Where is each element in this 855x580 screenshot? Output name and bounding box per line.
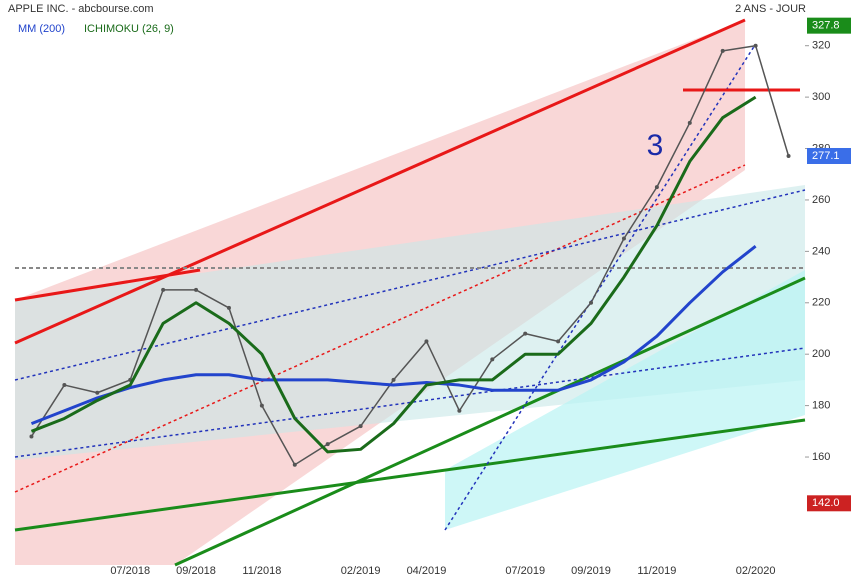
x-tick-label: 04/2019 (407, 565, 447, 577)
price-point (161, 287, 166, 292)
price-point (786, 153, 791, 158)
trend-line (14, 418, 806, 532)
price-point (753, 43, 758, 48)
y-tick-label: 200 (812, 348, 830, 360)
price-point (226, 305, 231, 310)
y-tick-label: 220 (812, 297, 830, 309)
price-point (556, 339, 561, 344)
series-line (30, 95, 757, 454)
price-point (325, 442, 330, 447)
x-tick-label: 11/2018 (242, 565, 281, 577)
price-point (29, 434, 34, 439)
price-point (589, 300, 594, 305)
price-point (95, 390, 100, 395)
y-tick-label: 300 (812, 91, 830, 103)
price-point (720, 48, 725, 53)
trend-line (174, 276, 806, 567)
price-point (358, 424, 363, 429)
y-tick-label: 260 (812, 194, 830, 206)
trend-line (14, 268, 201, 302)
level-label: 327.8 (812, 20, 840, 32)
price-point (259, 403, 264, 408)
price-point (62, 383, 67, 388)
level-badge (807, 147, 851, 164)
y-tick-label: 240 (812, 245, 830, 257)
y-tick-label: 320 (812, 40, 830, 52)
series-line (30, 245, 757, 426)
cyan-channel (445, 270, 805, 530)
legend-entry: ICHIMOKU (26, 9) (84, 23, 174, 35)
annotation: 3 (647, 129, 664, 162)
level-label: 142.0 (812, 497, 840, 509)
price-point (523, 331, 528, 336)
price-point (654, 185, 659, 190)
level-badge (807, 495, 851, 512)
level-badge (807, 17, 851, 34)
x-tick-label: 02/2019 (341, 565, 381, 577)
price-point (457, 408, 462, 413)
price-point (490, 357, 495, 362)
price-point (621, 236, 626, 241)
price-line (30, 44, 790, 466)
level-label: 277.1 (812, 150, 840, 162)
price-point (292, 462, 297, 467)
trend-line (14, 164, 746, 493)
price-point (687, 120, 692, 125)
chart-title: APPLE INC. - abcbourse.com (8, 3, 154, 15)
price-point (391, 377, 396, 382)
y-tick-label: 160 (812, 451, 830, 463)
x-tick-label: 09/2018 (176, 565, 216, 577)
x-tick-label: 09/2019 (571, 565, 611, 577)
trend-line (14, 18, 746, 345)
x-tick-label: 02/2020 (736, 565, 776, 577)
price-point (424, 339, 429, 344)
price-point (194, 287, 199, 292)
period: 2 ANS - JOUR (735, 3, 806, 15)
x-tick-label: 07/2019 (505, 565, 545, 577)
legend-entry: MM (200) (18, 23, 65, 35)
x-tick-label: 11/2019 (637, 565, 676, 577)
x-tick-label: 07/2018 (110, 565, 150, 577)
y-tick-label: 180 (812, 400, 830, 412)
